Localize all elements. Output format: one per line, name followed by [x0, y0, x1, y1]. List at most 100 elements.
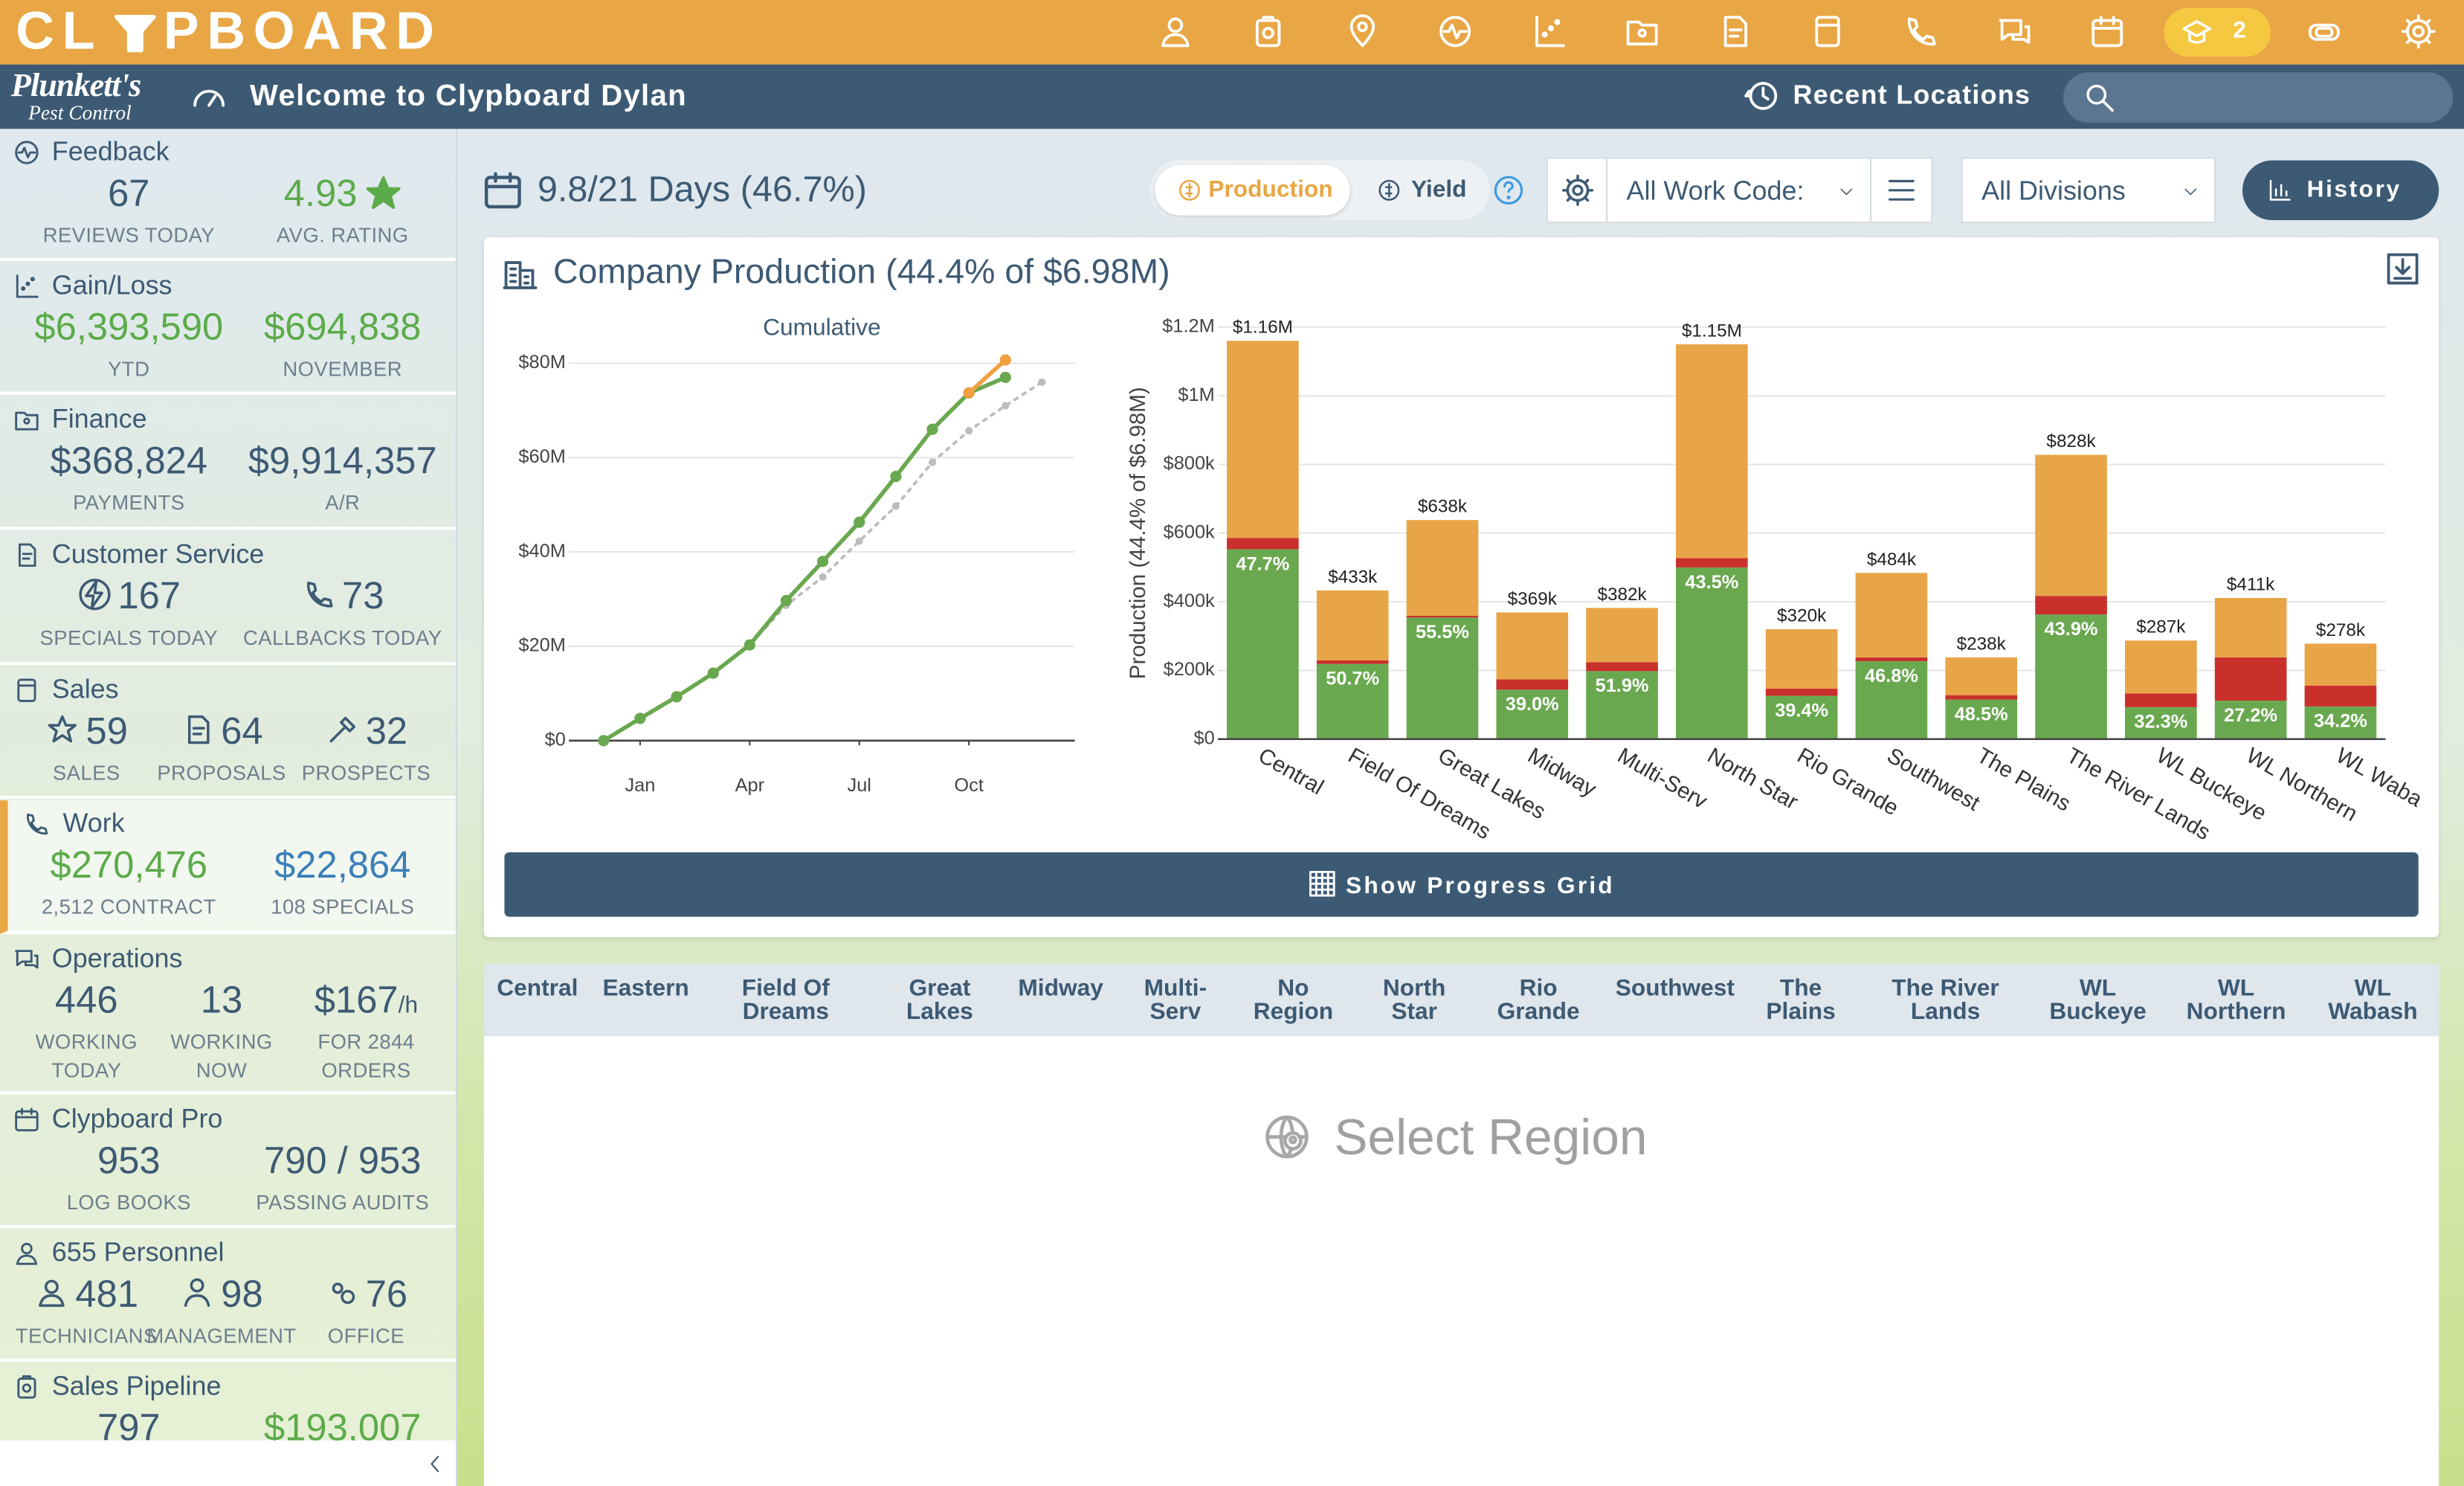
sidebar-card[interactable]: Feedback 67 REVIEWS TODAY 4.93 AVG. RATING: [0, 129, 456, 261]
sidebar-card[interactable]: Gain/Loss $6,393,590 YTD $694,838 NOVEMBER: [0, 263, 456, 395]
stat-value: 13: [200, 980, 243, 1023]
column-header[interactable]: Eastern: [602, 974, 689, 1002]
icon: [1888, 179, 1915, 201]
sidebar-card[interactable]: Customer Service 167 SPECIALS TODAY 73 CALLB…: [0, 532, 456, 666]
icon: [184, 1278, 210, 1308]
column-header[interactable]: North Star: [1382, 974, 1446, 1026]
icon: [78, 579, 110, 611]
icon[interactable]: [1531, 13, 1569, 51]
y-tick-label: $40M: [518, 541, 565, 562]
icon-shape: [341, 1290, 355, 1305]
icon-shape: [23, 417, 30, 425]
bar-share-label: 34.2%: [2314, 711, 2367, 732]
stat-value: $6,393,590: [34, 306, 224, 350]
icon[interactable]: [1716, 13, 1754, 51]
icon[interactable]: [1493, 175, 1524, 206]
bar-segment: [1855, 660, 1928, 739]
icon[interactable]: [2384, 250, 2422, 288]
settings-button[interactable]: [1546, 157, 1608, 224]
stat: 953 LOG BOOKS: [67, 1139, 191, 1218]
column-header[interactable]: WL Buckeye: [2049, 974, 2147, 1026]
divisions-select[interactable]: All Divisions: [1961, 157, 2216, 224]
icon[interactable]: [1809, 13, 1847, 51]
grid-icon-slot: [1308, 869, 1346, 898]
data-point: [890, 471, 902, 483]
icon[interactable]: [2306, 13, 2344, 51]
bar-segment: [1586, 662, 1658, 672]
column-header[interactable]: The Plains: [1766, 974, 1836, 1026]
column-header[interactable]: Great Lakes: [906, 974, 973, 1026]
sidebar-card[interactable]: 655 Personnel 481 TECHNICIANS 98 MANAGEMENT 7…: [0, 1229, 456, 1362]
icon[interactable]: [1436, 13, 1474, 51]
sidebar-card[interactable]: Sales Pipeline 797 $193,007: [0, 1363, 456, 1444]
column-header[interactable]: The River Lands: [1891, 974, 1999, 1026]
icon[interactable]: [1344, 13, 1381, 51]
column-header[interactable]: Central: [497, 974, 578, 1002]
tab-production[interactable]: Production: [1155, 165, 1350, 216]
sidebar-card[interactable]: Clypboard Pro 953 LOG BOOKS 790 / 953 PASSIN…: [0, 1096, 456, 1229]
bar-segment: [1227, 549, 1299, 739]
notification-badge[interactable]: 2: [2164, 7, 2271, 57]
icon-shape: [1554, 19, 1561, 25]
history-button[interactable]: History: [2242, 160, 2439, 221]
column-header[interactable]: Field Of Dreams: [741, 974, 830, 1026]
icon[interactable]: [1249, 13, 1287, 51]
data-point: [999, 354, 1011, 366]
bar-total-label: $484k: [1867, 550, 1917, 570]
sidebar-card[interactable]: Operations 446 WORKING TODAY 13 WORKING NOW $…: [0, 936, 456, 1095]
search-box[interactable]: [2063, 72, 2454, 123]
sidebar-card[interactable]: Work $270,476 2,512 CONTRACT $22,864 108 SPE…: [0, 800, 456, 934]
bar-segment: [1765, 628, 1838, 689]
bar-segment: [1316, 660, 1389, 664]
collapse-bar[interactable]: [0, 1443, 456, 1486]
icon-shape: [1262, 16, 1274, 22]
y-tick-label: $1.2M: [1162, 315, 1214, 336]
column-header[interactable]: WL Wabash: [2328, 974, 2418, 1026]
icon-shape: [2406, 19, 2431, 44]
data-point: [1002, 402, 1010, 410]
logo-text: PBOARD: [163, 1, 442, 62]
data-point: [598, 735, 610, 747]
menu-button[interactable]: [1870, 157, 1933, 224]
icon: [1309, 870, 1335, 897]
column-header[interactable]: Midway: [1018, 974, 1103, 1002]
recent-locations[interactable]: Recent Locations: [1793, 80, 2031, 111]
stat-icon-slot: [325, 713, 366, 747]
icon[interactable]: [2399, 13, 2437, 51]
icon: [1840, 188, 1853, 196]
work-code-select[interactable]: All Work Code:: [1606, 157, 1872, 224]
icon-shape: [22, 553, 33, 560]
bar-segment: [1586, 671, 1658, 739]
column-header[interactable]: Rio Grande: [1497, 974, 1580, 1026]
icon[interactable]: [1623, 13, 1661, 51]
stat: $270,476 2,512 CONTRACT: [42, 843, 216, 921]
y-tick-label: $1M: [1178, 385, 1214, 405]
data-point: [999, 371, 1011, 384]
icon[interactable]: [2089, 13, 2126, 51]
icon: [1378, 179, 1400, 201]
stat: $6,393,590 YTD: [34, 305, 223, 384]
column-header[interactable]: Southwest: [1615, 974, 1735, 1002]
icon[interactable]: [1901, 13, 1939, 51]
icon[interactable]: [1743, 77, 1781, 115]
data-point: [819, 573, 827, 581]
sidebar-card[interactable]: Sales 59 SALES 64 PROPOSALS 32 PROSPECTS: [0, 666, 456, 800]
stat-value: 4.93: [283, 173, 358, 216]
bar-segment: [1496, 689, 1569, 739]
tab-yield[interactable]: Yield: [1355, 165, 1483, 216]
icon: [306, 581, 333, 608]
stat-value: $270,476: [50, 844, 208, 887]
stat-value-row: 98: [146, 1272, 296, 1319]
stat-value-row: 59: [45, 710, 128, 756]
icon[interactable]: [1157, 13, 1195, 51]
column-header[interactable]: WL Northern: [2186, 974, 2286, 1026]
bar-segment: [1945, 695, 2018, 700]
column-header[interactable]: No Region: [1253, 974, 1334, 1026]
show-progress-grid[interactable]: Show Progress Grid: [504, 852, 2419, 917]
x-tick-label: Central: [1254, 743, 1328, 800]
icon-shape: [2092, 19, 2123, 48]
icon-shape: [1999, 19, 2022, 41]
sidebar-card[interactable]: Finance $368,824 PAYMENTS $9,914,357 A/R: [0, 396, 456, 530]
column-header[interactable]: Multi-Serv: [1144, 974, 1207, 1026]
icon[interactable]: [1996, 13, 2034, 51]
